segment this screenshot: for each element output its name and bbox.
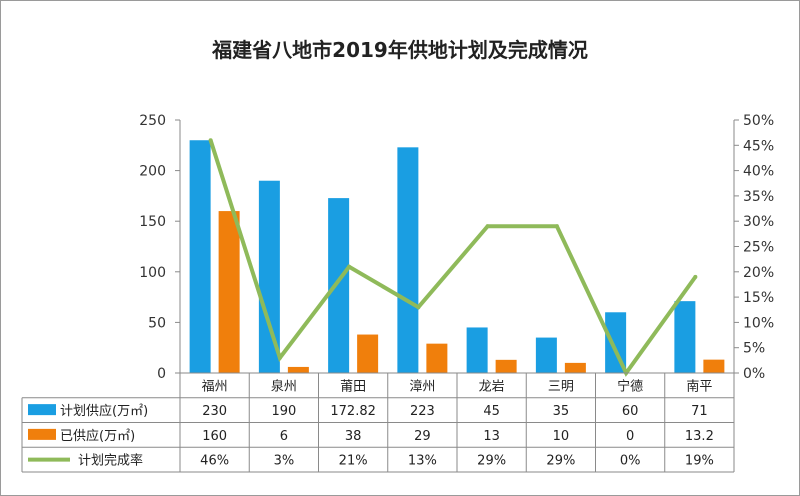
y-left-tick-label: 250 bbox=[139, 113, 166, 129]
y-right-tick-label: 20% bbox=[743, 265, 774, 281]
table-cell-value: 0 bbox=[626, 429, 634, 444]
bar-supplied bbox=[287, 366, 309, 373]
y-right-tick-label: 25% bbox=[743, 240, 774, 256]
table-cell-value: 13.2 bbox=[685, 429, 714, 444]
table-cell-value: 60 bbox=[622, 404, 639, 419]
table-cell-value: 45 bbox=[483, 404, 500, 419]
completion-rate-point bbox=[554, 224, 559, 229]
table-cell-value: 13% bbox=[408, 454, 437, 469]
bars-layer bbox=[189, 140, 725, 373]
table-cell-value: 29 bbox=[414, 429, 431, 444]
bar-planned bbox=[258, 180, 280, 373]
completion-rate-point bbox=[208, 138, 213, 143]
table-cell-value: 29% bbox=[477, 454, 506, 469]
y-left-tick-label: 0 bbox=[157, 366, 166, 382]
category-label: 泉州 bbox=[271, 378, 297, 394]
table-cell-value: 223 bbox=[410, 404, 435, 419]
completion-rate-line bbox=[208, 139, 697, 377]
table-cell-value: 190 bbox=[271, 404, 296, 419]
bar-planned bbox=[189, 140, 211, 373]
table-cell-value: 21% bbox=[339, 454, 368, 469]
table-cell-value: 35 bbox=[553, 404, 570, 419]
table-cell-value: 71 bbox=[691, 404, 708, 419]
bar-supplied bbox=[564, 362, 586, 373]
legend-key-planned bbox=[28, 404, 56, 416]
table-cell-value: 29% bbox=[546, 454, 575, 469]
series-name: 已供应(万㎡) bbox=[60, 428, 135, 444]
completion-rate-point bbox=[416, 305, 421, 310]
y-right-tick-label: 35% bbox=[743, 189, 774, 205]
table-cell-value: 0% bbox=[620, 454, 641, 469]
table-cell-value: 38 bbox=[345, 429, 362, 444]
bar-planned bbox=[397, 147, 419, 373]
category-label: 南平 bbox=[686, 378, 712, 394]
table-cell-value: 160 bbox=[202, 429, 227, 444]
category-label: 漳州 bbox=[409, 378, 435, 394]
table-cell-value: 6 bbox=[280, 429, 288, 444]
axes-layer bbox=[175, 119, 739, 374]
y-right-tick-label: 5% bbox=[743, 341, 765, 357]
y-right-tick-label: 10% bbox=[743, 315, 774, 331]
y-right-tick-label: 50% bbox=[743, 113, 774, 129]
bar-supplied bbox=[703, 359, 725, 373]
series-name: 计划供应(万㎡) bbox=[60, 403, 148, 419]
bar-supplied bbox=[218, 211, 240, 373]
y-left-tick-label: 100 bbox=[139, 265, 166, 281]
y-right-tick-label: 15% bbox=[743, 290, 774, 306]
y-right-tick-label: 45% bbox=[743, 138, 774, 154]
y-left-tick-label: 150 bbox=[139, 214, 166, 230]
legend-key-supplied bbox=[28, 428, 56, 440]
bar-planned bbox=[535, 337, 557, 373]
bar-planned bbox=[328, 198, 350, 373]
category-label: 宁德 bbox=[617, 378, 643, 394]
y-right-tick-label: 0% bbox=[743, 366, 765, 382]
y-left-tick-label: 50 bbox=[148, 315, 166, 331]
table-cell-value: 13 bbox=[483, 429, 500, 444]
completion-rate-point bbox=[485, 224, 490, 229]
table-cell-value: 230 bbox=[202, 404, 227, 419]
table-cell-value: 46% bbox=[200, 454, 229, 469]
table-cell-value: 19% bbox=[685, 454, 714, 469]
category-label: 福州 bbox=[202, 379, 228, 394]
chart-title: 福建省八地市2019年供地计划及完成情况 bbox=[212, 38, 588, 62]
ticks-layer: 0 50 100 150 200 250 0% 5% 10% 15% 20% 25% 30% 35% 40%… bbox=[139, 113, 774, 382]
table-cell-value: 172.82 bbox=[330, 404, 376, 419]
category-label: 三明 bbox=[548, 379, 574, 394]
y-right-tick-label: 30% bbox=[743, 214, 774, 230]
category-label: 莆田 bbox=[340, 379, 366, 394]
category-label: 龙岩 bbox=[479, 379, 505, 394]
bar-planned bbox=[466, 327, 488, 373]
bar-supplied bbox=[357, 334, 379, 373]
bar-supplied bbox=[495, 359, 517, 373]
y-right-tick-label: 40% bbox=[743, 164, 774, 180]
table-cell-value: 3% bbox=[274, 454, 295, 469]
completion-rate-point bbox=[277, 355, 282, 360]
bar-supplied bbox=[426, 343, 448, 373]
completion-rate-point bbox=[347, 264, 352, 269]
y-left-tick-label: 200 bbox=[139, 164, 166, 180]
series-name: 计划完成率 bbox=[78, 453, 143, 469]
table-cell-value: 10 bbox=[553, 429, 570, 444]
completion-rate-point bbox=[693, 274, 698, 279]
bar-planned bbox=[674, 301, 696, 373]
